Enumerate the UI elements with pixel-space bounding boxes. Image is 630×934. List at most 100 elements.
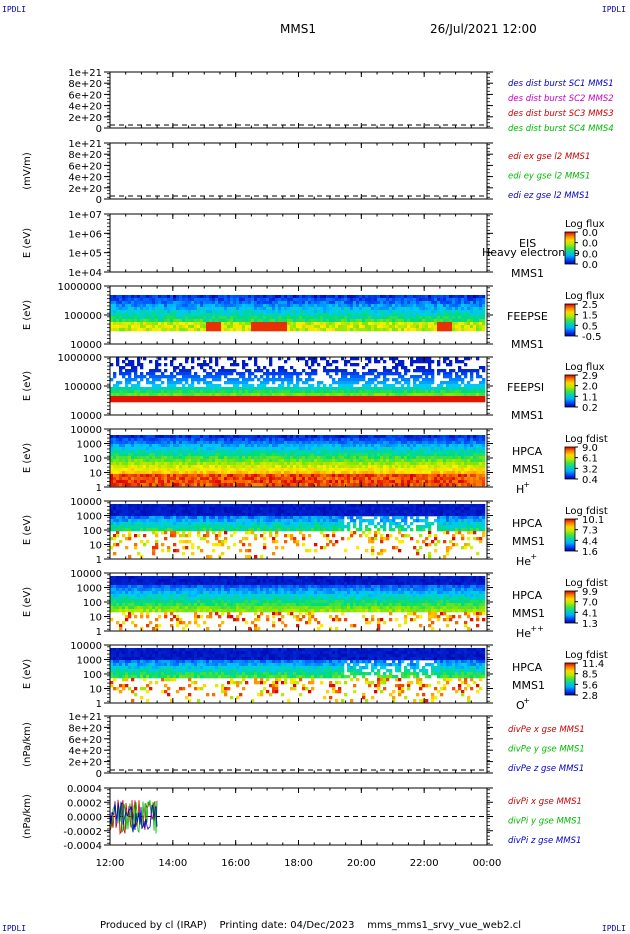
y-tick-label: 10 <box>89 613 102 624</box>
y-tick-label: 1e+05 <box>68 249 102 260</box>
panel-p7: 10000 1000 100 10 1 E (eV) HPCA MMS1 He + Log fdis… <box>22 497 608 568</box>
y-axis-label: E (eV) <box>22 515 33 545</box>
colorbar-title: Log fdist <box>565 506 608 517</box>
y-tick-label: 2e+20 <box>68 184 102 195</box>
colorbar-tick-label: 9.0 <box>582 443 598 454</box>
x-tick-label: 20:00 <box>347 858 376 869</box>
colorbar-title: Log fdist <box>565 650 608 661</box>
legend-entry: divPe z gse MMS1 <box>508 764 584 774</box>
colorbar-tick-label: 2.9 <box>582 371 598 382</box>
legend-entry: divPi z gse MMS1 <box>508 836 581 846</box>
y-tick-label: -0.0004 <box>63 841 102 852</box>
y-axis-label: (nPa/km) <box>22 722 33 767</box>
legend-entry: edi ex gse l2 MMS1 <box>508 152 590 162</box>
y-tick-label: 100000 <box>64 382 102 393</box>
panel-p11: 0.0004 0.0002 0.0000 -0.0002 -0.0004 (nPa/km)… <box>22 784 582 852</box>
legend-entry: des dist burst SC4 MMS4 <box>508 124 614 134</box>
overlay-label: Heavy electron to <box>482 246 580 259</box>
y-tick-label: 0.0004 <box>67 784 102 795</box>
colorbar <box>564 446 576 480</box>
colorbar-title: Log fdist <box>565 434 608 445</box>
series-line <box>109 801 158 832</box>
y-axis-label: E (eV) <box>22 300 33 330</box>
colorbar-tick-label: 0.0 <box>582 249 598 260</box>
instrument-label: HPCA <box>512 661 543 674</box>
instrument-label: HPCA <box>512 589 543 602</box>
panel-p6: 10000 1000 100 10 1 E (eV) HPCA MMS1 H+ Log fdist… <box>22 425 608 496</box>
colorbar <box>564 303 576 337</box>
legend-entry: divPi x gse MMS1 <box>508 797 582 807</box>
y-tick-label: 2e+20 <box>68 758 102 769</box>
instrument-label: EIS <box>519 237 536 250</box>
x-tick-label: 12:00 <box>96 858 125 869</box>
species-label: O <box>516 699 525 712</box>
x-tick-label: 18:00 <box>284 858 313 869</box>
y-tick-label: 1e+21 <box>68 68 102 79</box>
colorbar-tick-label: 2.0 <box>582 382 598 393</box>
panel-p4: 1000000 100000 10000 E (eV) FEEPSE MMS1 Log fl… <box>22 282 605 351</box>
y-tick-label: -0.0002 <box>63 827 102 838</box>
y-tick-label: 1000 <box>77 512 102 523</box>
instrument-label: HPCA <box>512 517 543 530</box>
y-tick-label: 4e+20 <box>68 746 102 757</box>
y-tick-label: 1000 <box>77 584 102 595</box>
y-tick-label: 10 <box>89 469 102 480</box>
x-tick-label: 16:00 <box>221 858 250 869</box>
y-tick-label: 2e+20 <box>68 113 102 124</box>
legend-entry: edi ez gse l2 MMS1 <box>508 191 590 201</box>
y-tick-label: 0.0000 <box>67 813 102 824</box>
colorbar-title: Log flux <box>565 362 605 373</box>
colorbar-tick-label: 4.1 <box>582 608 598 619</box>
species-charge-label: + <box>523 696 530 705</box>
species-charge-label: + <box>523 480 530 489</box>
colorbar-tick-label: 2.8 <box>582 691 598 702</box>
y-tick-label: 10000 <box>70 411 102 422</box>
y-axis-label: E (eV) <box>22 587 33 617</box>
y-axis-label: E (eV) <box>22 371 33 401</box>
spacecraft-label: MMS1 <box>512 607 545 620</box>
y-tick-label: 10000 <box>70 340 102 351</box>
panel-p3: 1e+07 1e+06 1e+05 1e+04 E (eV) EIS MMS1 Heavy e… <box>22 210 605 280</box>
species-charge-label: ++ <box>530 624 543 633</box>
corner-label-bottom-right: IPDLI <box>601 924 626 933</box>
y-axis-label: (nPa/km) <box>22 794 33 839</box>
colorbar-title: Log fdist <box>565 578 608 589</box>
colorbar-tick-label: 10.1 <box>582 515 604 526</box>
y-tick-label: 6e+20 <box>68 90 102 101</box>
colorbar-tick-label: 5.6 <box>582 680 598 691</box>
y-tick-label: 1000 <box>77 440 102 451</box>
y-tick-label: 8e+20 <box>68 150 102 161</box>
y-tick-label: 1e+04 <box>68 268 102 279</box>
spacecraft-label: MMS1 <box>511 409 544 422</box>
colorbar-tick-label: 11.4 <box>582 659 604 670</box>
colorbar-tick-label: -0.5 <box>582 332 602 343</box>
x-tick-label: 14:00 <box>158 858 187 869</box>
y-tick-label: 10000 <box>70 425 102 436</box>
y-tick-label: 100 <box>83 526 102 537</box>
species-label: He <box>516 555 531 568</box>
panel-p9: 10000 1000 100 10 1 E (eV) HPCA MMS1 O+ Log fdist… <box>22 641 608 712</box>
colorbar-tick-label: 0.2 <box>582 403 598 414</box>
y-axis-label: E (eV) <box>22 659 33 689</box>
y-tick-label: 0 <box>96 195 102 206</box>
corner-label-top-left: IPDLI <box>2 5 27 14</box>
y-tick-label: 1 <box>96 699 102 710</box>
y-tick-label: 1e+07 <box>68 210 102 221</box>
colorbar-tick-label: 9.9 <box>582 587 598 598</box>
colorbar-tick-label: 6.1 <box>582 454 598 465</box>
colorbar <box>564 662 576 696</box>
x-tick-label: 00:00 <box>473 858 502 869</box>
panel-frame <box>109 715 488 774</box>
y-tick-label: 1000000 <box>57 353 102 364</box>
legend-entry: des dist burst SC1 MMS1 <box>508 79 614 89</box>
legend-entry: divPe y gse MMS1 <box>508 745 585 755</box>
legend-entry: des dist burst SC2 MMS2 <box>508 94 614 104</box>
y-tick-label: 4e+20 <box>68 173 102 184</box>
colorbar-tick-label: 0.0 <box>582 239 598 250</box>
colorbar-tick-label: 4.4 <box>582 536 598 547</box>
legend-entry: edi ey gse l2 MMS1 <box>508 172 590 182</box>
colorbar-tick-label: 0.0 <box>582 260 598 271</box>
